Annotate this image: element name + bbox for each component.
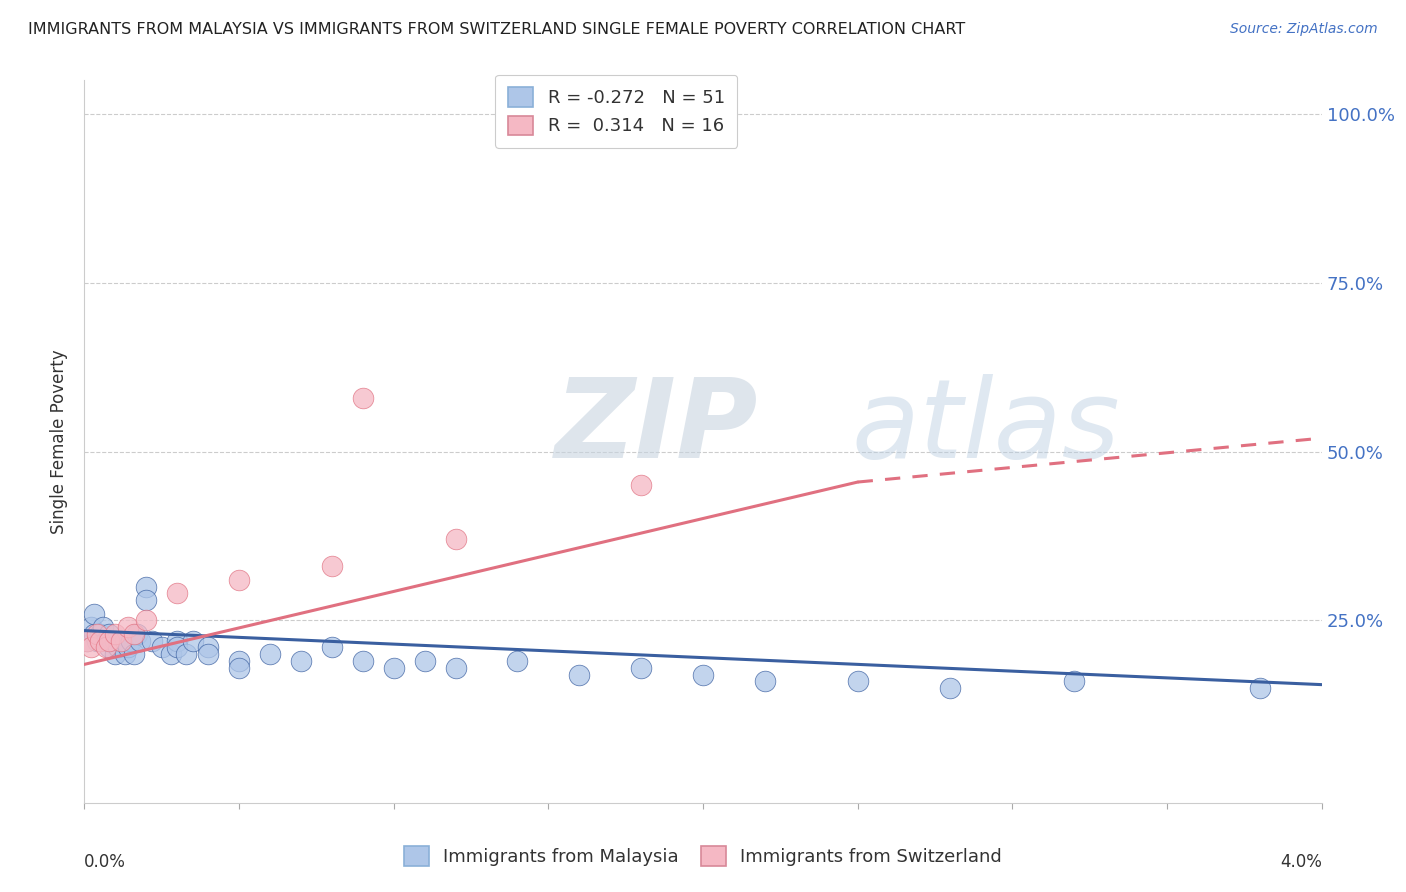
Point: [939, 681, 962, 695]
Point: [228, 654, 250, 668]
Point: [83, 607, 105, 621]
Point: [321, 640, 343, 655]
Point: [135, 580, 157, 594]
Point: [122, 647, 145, 661]
Point: [89, 633, 111, 648]
Point: [444, 533, 467, 547]
Point: [692, 667, 714, 681]
Point: [98, 627, 121, 641]
Point: [506, 654, 529, 668]
Point: [228, 573, 250, 587]
Text: Source: ZipAtlas.com: Source: ZipAtlas.com: [1230, 22, 1378, 37]
Point: [110, 633, 132, 648]
Point: [166, 640, 188, 655]
Point: [166, 586, 188, 600]
Point: [135, 593, 157, 607]
Point: [197, 640, 219, 655]
Point: [1063, 674, 1085, 689]
Point: [120, 633, 142, 648]
Point: [413, 654, 436, 668]
Point: [166, 633, 188, 648]
Point: [91, 620, 114, 634]
Point: [846, 674, 869, 689]
Point: [181, 633, 204, 648]
Point: [86, 627, 108, 641]
Point: [125, 627, 148, 641]
Point: [98, 633, 121, 648]
Point: [79, 620, 101, 634]
Point: [98, 640, 121, 655]
Text: 4.0%: 4.0%: [1279, 854, 1322, 871]
Point: [150, 640, 173, 655]
Point: [290, 654, 312, 668]
Point: [114, 647, 136, 661]
Point: [76, 633, 98, 648]
Point: [160, 647, 183, 661]
Point: [259, 647, 281, 661]
Y-axis label: Single Female Poverty: Single Female Poverty: [51, 350, 69, 533]
Point: [117, 640, 139, 655]
Point: [104, 627, 127, 641]
Point: [104, 633, 127, 648]
Point: [352, 391, 374, 405]
Point: [94, 633, 117, 648]
Point: [86, 633, 108, 648]
Point: [129, 633, 152, 648]
Point: [630, 478, 652, 492]
Point: [321, 559, 343, 574]
Point: [444, 661, 467, 675]
Text: 0.0%: 0.0%: [84, 854, 127, 871]
Point: [141, 633, 163, 648]
Text: atlas: atlas: [852, 374, 1121, 481]
Point: [89, 627, 111, 641]
Point: [382, 661, 405, 675]
Point: [1249, 681, 1271, 695]
Point: [176, 647, 198, 661]
Point: [197, 647, 219, 661]
Point: [568, 667, 591, 681]
Point: [76, 633, 98, 648]
Point: [122, 627, 145, 641]
Point: [83, 627, 105, 641]
Point: [228, 661, 250, 675]
Point: [110, 633, 132, 648]
Point: [104, 647, 127, 661]
Point: [754, 674, 776, 689]
Point: [79, 640, 101, 655]
Point: [135, 614, 157, 628]
Point: [114, 633, 136, 648]
Legend: Immigrants from Malaysia, Immigrants from Switzerland: Immigrants from Malaysia, Immigrants fro…: [396, 838, 1010, 873]
Point: [117, 620, 139, 634]
Text: ZIP: ZIP: [554, 374, 758, 481]
Point: [352, 654, 374, 668]
Point: [630, 661, 652, 675]
Point: [94, 640, 117, 655]
Text: IMMIGRANTS FROM MALAYSIA VS IMMIGRANTS FROM SWITZERLAND SINGLE FEMALE POVERTY CO: IMMIGRANTS FROM MALAYSIA VS IMMIGRANTS F…: [28, 22, 966, 37]
Point: [101, 633, 124, 648]
Point: [107, 640, 129, 655]
